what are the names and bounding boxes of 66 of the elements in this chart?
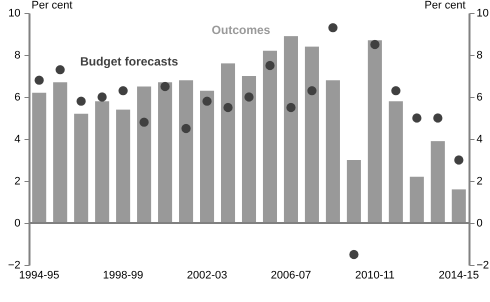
bar [137,86,152,223]
bar [452,189,466,223]
bar [200,90,214,223]
y2-tick-label: 0 [476,218,483,230]
y-tick-label: 4 [14,134,20,146]
point [98,92,107,102]
point [265,60,275,70]
bar [32,92,46,223]
bar [262,50,278,223]
point [56,65,65,74]
bar [179,80,194,223]
point [349,250,359,260]
y2-tick-label: 8 [476,50,483,62]
y-tick-label: 8 [14,50,20,62]
bar [346,160,361,223]
bar [53,82,68,223]
point [160,82,170,92]
y2-tick-label: 6 [476,92,483,104]
point [412,113,422,123]
x-tick-label: 2010-11 [355,270,395,282]
y-tick-label: 10 [8,8,20,20]
y-tick-label: 6 [14,92,20,104]
series-label: Budget forecasts [80,54,178,68]
bar [74,114,88,223]
bar [430,141,445,223]
x-tick-label: 1994-95 [18,270,60,282]
x-tick-label: 2002-03 [186,270,228,282]
point [76,96,86,106]
y-tick-label: 0 [14,218,20,230]
point [139,118,149,127]
y2-tick-label: 4 [476,134,483,146]
x-tick-label: 2014-15 [438,270,480,282]
bar [242,76,256,223]
point [181,124,191,134]
point [370,40,380,50]
point [286,102,296,112]
bar [95,101,110,223]
y-tick-label: 2 [14,176,20,188]
bar [304,46,319,223]
point [118,86,128,96]
point [328,23,338,32]
point [307,86,317,96]
y-axis-title: Per cent [32,0,72,12]
bar [284,36,298,223]
bar [368,40,382,223]
point [391,86,400,96]
bar [410,176,424,223]
bar [116,110,130,223]
y2-axis-title: Per cent [424,0,466,12]
y2-tick-label: −2 [476,260,490,272]
point [454,155,464,165]
point [34,76,44,85]
x-tick-label: 1998-99 [102,270,144,282]
y2-tick-label: 10 [476,8,489,20]
point [433,113,442,123]
y2-tick-label: 2 [476,176,483,188]
y-tick-label: −2 [8,260,20,272]
bar [326,80,340,223]
point [202,96,212,106]
bar [388,101,403,223]
point [244,92,254,102]
series-label: Outcomes [212,22,271,37]
bar [158,82,172,223]
x-tick-label: 2006-07 [270,270,312,282]
bar [220,63,236,223]
point [223,102,233,112]
